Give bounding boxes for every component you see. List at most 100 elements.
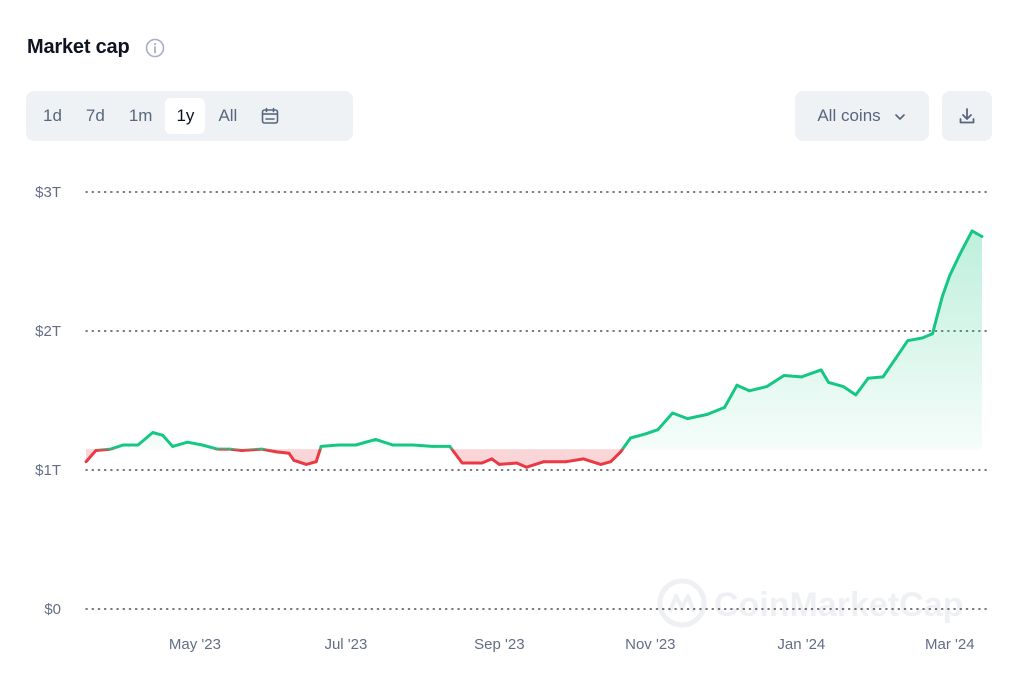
chart-header: Market cap xyxy=(27,36,165,59)
data-point[interactable] xyxy=(686,417,689,420)
data-point[interactable] xyxy=(948,274,952,277)
coinmarketcap-logo-icon xyxy=(657,578,707,628)
data-point[interactable] xyxy=(109,447,113,451)
data-point[interactable] xyxy=(448,445,452,448)
grid-lines xyxy=(85,191,991,610)
data-point[interactable] xyxy=(644,432,647,436)
data-point[interactable] xyxy=(747,389,751,393)
data-point[interactable] xyxy=(121,443,125,447)
chevron-down-icon xyxy=(893,109,907,123)
data-point[interactable] xyxy=(480,461,484,465)
data-point[interactable] xyxy=(287,451,291,455)
data-point[interactable] xyxy=(941,294,944,298)
data-point[interactable] xyxy=(671,411,674,415)
area-fill-down xyxy=(86,449,623,468)
data-point[interactable] xyxy=(228,447,232,451)
data-point[interactable] xyxy=(391,443,395,447)
data-point[interactable] xyxy=(319,445,323,448)
data-point[interactable] xyxy=(906,339,910,343)
data-point[interactable] xyxy=(292,458,296,462)
x-tick-label: May '23 xyxy=(169,636,221,653)
range-1m-button[interactable]: 1m xyxy=(128,106,153,125)
calendar-button[interactable] xyxy=(250,98,290,134)
data-point[interactable] xyxy=(599,463,603,466)
data-point[interactable] xyxy=(894,357,897,361)
data-point[interactable] xyxy=(842,385,845,388)
data-point[interactable] xyxy=(431,445,434,448)
y-axis: $0 $1T $2T $3T xyxy=(35,184,61,618)
data-point[interactable] xyxy=(931,332,934,336)
data-point[interactable] xyxy=(275,450,278,454)
data-point[interactable] xyxy=(970,229,974,233)
data-point[interactable] xyxy=(136,443,140,447)
range-all-button[interactable]: All xyxy=(218,106,238,125)
y-tick-label: $1T xyxy=(35,462,61,479)
data-point[interactable] xyxy=(582,457,585,461)
data-point[interactable] xyxy=(921,336,924,340)
x-tick-label: Nov '23 xyxy=(625,636,675,653)
data-point[interactable] xyxy=(866,376,870,380)
data-point[interactable] xyxy=(240,449,244,452)
data-point[interactable] xyxy=(854,393,858,397)
range-1y-button[interactable]: 1y xyxy=(165,98,206,134)
data-point[interactable] xyxy=(525,465,528,469)
coins-filter-label: All coins xyxy=(817,106,881,125)
series-line-up xyxy=(95,229,983,450)
page-title: Market cap xyxy=(27,36,130,58)
download-icon xyxy=(959,108,975,124)
y-tick-label: $3T xyxy=(35,184,61,201)
x-tick-label: Jan '24 xyxy=(777,636,825,653)
data-point[interactable] xyxy=(564,460,568,464)
data-point[interactable] xyxy=(215,447,219,451)
data-point[interactable] xyxy=(151,431,155,434)
coins-filter-select[interactable]: All coins xyxy=(795,91,929,141)
data-point[interactable] xyxy=(735,383,739,387)
data-point[interactable] xyxy=(200,443,204,447)
data-point[interactable] xyxy=(958,253,962,256)
range-7d-button[interactable]: 7d xyxy=(85,106,105,125)
time-range-selector: 1d 7d 1m 1y All xyxy=(26,91,353,141)
range-1d-button[interactable]: 1d xyxy=(43,106,62,125)
data-point[interactable] xyxy=(827,381,830,384)
data-point[interactable] xyxy=(161,433,165,437)
x-tick-label: Jul '23 xyxy=(324,636,367,653)
data-point[interactable] xyxy=(609,460,613,464)
series-line-down xyxy=(84,449,625,469)
data-point[interactable] xyxy=(94,449,98,452)
data-point[interactable] xyxy=(354,443,358,447)
data-point[interactable] xyxy=(799,375,803,379)
data-point[interactable] xyxy=(171,445,175,448)
download-button[interactable] xyxy=(942,91,992,141)
data-point[interactable] xyxy=(497,463,501,466)
data-point[interactable] xyxy=(304,463,308,466)
data-point[interactable] xyxy=(490,457,494,461)
data-point[interactable] xyxy=(765,385,769,388)
market-cap-series xyxy=(84,229,984,469)
calendar-icon xyxy=(262,107,279,124)
data-point[interactable] xyxy=(337,443,340,447)
data-point[interactable] xyxy=(186,440,189,444)
data-point[interactable] xyxy=(374,438,377,441)
data-point[interactable] xyxy=(705,413,709,416)
data-point[interactable] xyxy=(314,460,318,464)
data-point[interactable] xyxy=(460,461,464,465)
data-point[interactable] xyxy=(619,450,622,454)
x-tick-label: Mar '24 xyxy=(925,636,975,653)
data-point[interactable] xyxy=(819,368,823,372)
info-icon[interactable] xyxy=(145,38,165,58)
data-point[interactable] xyxy=(782,374,786,377)
data-point[interactable] xyxy=(980,235,984,238)
data-point[interactable] xyxy=(881,375,885,379)
y-tick-label: $2T xyxy=(35,323,61,340)
data-point[interactable] xyxy=(629,436,632,440)
y-tick-label: $0 xyxy=(44,601,61,618)
data-point[interactable] xyxy=(656,428,660,432)
data-point[interactable] xyxy=(411,443,415,447)
data-point[interactable] xyxy=(542,460,546,464)
data-point[interactable] xyxy=(260,447,264,451)
data-point[interactable] xyxy=(515,461,519,465)
data-point[interactable] xyxy=(723,406,726,409)
data-point[interactable] xyxy=(84,460,88,464)
watermark-text: CoinMarketCap xyxy=(714,586,963,624)
